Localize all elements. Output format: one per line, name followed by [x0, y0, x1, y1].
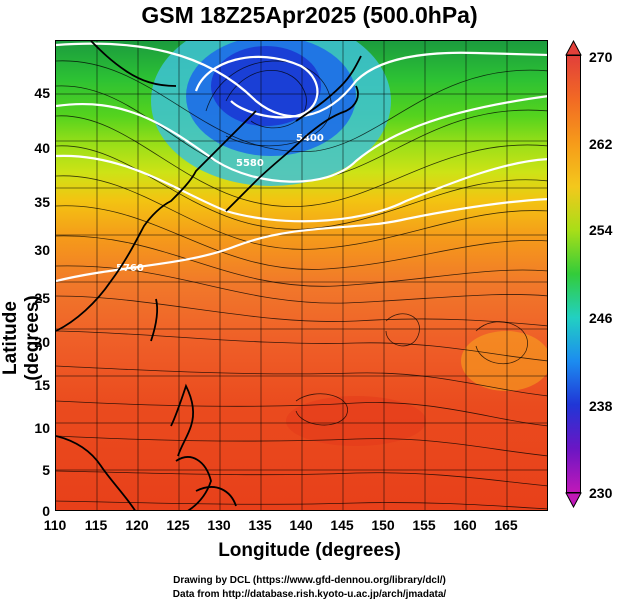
map-overlay: 5400 5580 5760 [56, 41, 547, 510]
colorbar-label: 254 [589, 222, 613, 238]
x-tick-label: 130 [207, 517, 231, 533]
x-tick-label: 120 [125, 517, 149, 533]
y-axis-label: Latitude (degrees) [0, 295, 43, 381]
colorbar-bottom-arrow [565, 492, 582, 508]
y-tick-label: 45 [34, 85, 50, 101]
x-tick-label: 110 [43, 517, 67, 533]
x-tick-label: 165 [494, 517, 518, 533]
x-tick-label: 150 [371, 517, 395, 533]
x-axis-label: Longitude (degrees) [218, 540, 401, 561]
credit-line-1: Drawing by DCL (https://www.gfd-dennou.o… [173, 575, 446, 586]
y-tick-label: 30 [34, 242, 50, 258]
colorbar-label: 246 [589, 310, 613, 326]
y-tick-label: 20 [34, 334, 50, 350]
coastlines [56, 41, 362, 510]
height-contours [56, 42, 547, 283]
colorbar-label: 262 [589, 136, 613, 152]
x-tick-label: 155 [412, 517, 436, 533]
contour-label-2: 5580 [236, 158, 264, 169]
x-tick-label: 140 [289, 517, 313, 533]
x-tick-label: 135 [248, 517, 272, 533]
y-tick-label: 35 [34, 194, 50, 210]
y-tick-label: 15 [34, 377, 50, 393]
x-tick-label: 115 [84, 517, 108, 533]
x-tick-label: 145 [330, 517, 354, 533]
grid-lines [56, 41, 547, 510]
colorbar [566, 55, 581, 493]
y-tick-label: 5 [42, 462, 50, 478]
wind-streamlines [56, 60, 547, 510]
colorbar-label: 238 [589, 398, 613, 414]
contour-label-1: 5400 [296, 133, 324, 144]
map-title: GSM 18Z25Apr2025 (500.0hPa) [141, 2, 478, 28]
map-plot-area: 5400 5580 5760 [55, 40, 548, 511]
y-tick-label: 40 [34, 140, 50, 156]
y-tick-label: 0 [42, 503, 50, 519]
x-tick-label: 160 [453, 517, 477, 533]
colorbar-label: 230 [589, 485, 613, 501]
colorbar-top-arrow [565, 40, 582, 56]
warm-patch-south [286, 396, 426, 446]
colorbar-label: 270 [589, 49, 613, 65]
x-tick-label: 125 [166, 517, 190, 533]
y-tick-label: 10 [34, 420, 50, 436]
warm-patch-east [461, 331, 547, 391]
y-tick-label: 25 [34, 290, 50, 306]
credit-line-2: Data from http://database.rish.kyoto-u.a… [172, 589, 447, 600]
contour-label-3: 5760 [116, 263, 144, 274]
